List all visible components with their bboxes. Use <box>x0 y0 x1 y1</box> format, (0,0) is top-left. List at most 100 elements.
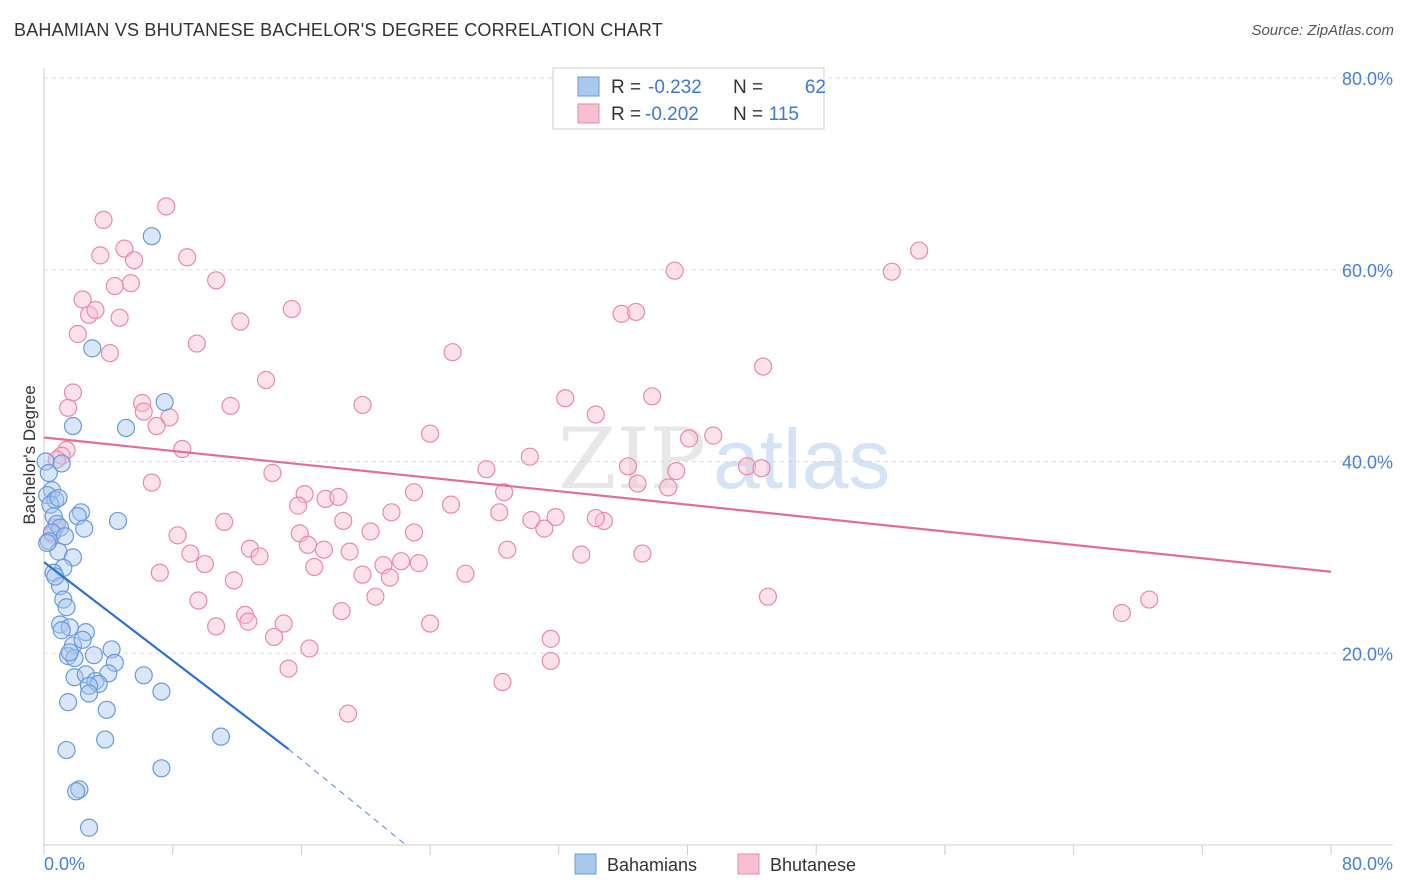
bhutanese-point <box>300 639 319 658</box>
bhutanese-point <box>704 426 723 445</box>
y-tick-label: 60.0% <box>1342 261 1393 281</box>
bhutanese-point <box>289 496 308 515</box>
bhutanese-point <box>231 312 250 331</box>
bahamians-point <box>59 693 78 712</box>
bahamians-point <box>67 782 86 801</box>
bahamians-point <box>116 418 136 438</box>
bhutanese-point <box>752 459 771 478</box>
bahamians-point <box>84 646 103 665</box>
bahamians-point <box>79 818 99 837</box>
bhutanese-point <box>572 545 591 564</box>
bahamians-point <box>73 630 92 649</box>
bhutanese-point <box>207 617 226 636</box>
bhutanese-point <box>279 659 298 678</box>
bahamians-point <box>97 700 116 719</box>
chart-title: BAHAMIAN VS BHUTANESE BACHELOR'S DEGREE … <box>14 20 663 40</box>
bhutanese-point <box>737 457 757 476</box>
bahamians-point <box>52 621 71 640</box>
legend-label-bhutanese: Bhutanese <box>770 855 856 875</box>
bhutanese-point <box>340 542 359 561</box>
bhutanese-point <box>305 557 324 577</box>
bhutanese-trend-line <box>43 436 1332 573</box>
bhutanese-point <box>361 522 380 541</box>
bhutanese-point <box>134 402 153 421</box>
bhutanese-point <box>181 544 200 563</box>
bhutanese-point <box>239 612 258 631</box>
bhutanese-point <box>150 563 169 582</box>
watermark-atlas: atlas <box>713 412 890 506</box>
bahamians-point <box>57 740 76 760</box>
bhutanese-point <box>263 463 282 483</box>
bhutanese-point <box>443 343 462 362</box>
bahamians-trend-line <box>43 561 290 750</box>
bahamians-point <box>39 463 58 483</box>
bhutanese-point <box>626 302 646 322</box>
watermark: ZIP atlas <box>558 410 890 508</box>
legend-label-bahamians: Bahamians <box>607 855 697 875</box>
bhutanese-point <box>477 460 496 479</box>
bhutanese-point <box>57 440 76 460</box>
bhutanese-point <box>282 299 301 319</box>
bahamians-point <box>76 665 95 684</box>
bhutanese-point <box>382 503 401 522</box>
bhutanese-point <box>882 262 901 281</box>
bhutanese-point <box>121 274 140 293</box>
bhutanese-point <box>421 424 440 443</box>
bhutanese-point <box>240 539 260 558</box>
bhutanese-point <box>541 629 560 648</box>
stats-swatch-bhutanese <box>577 103 600 124</box>
bhutanese-point <box>178 248 197 267</box>
bhutanese-point <box>404 523 424 542</box>
bhutanese-point <box>409 554 428 573</box>
bhutanese-point <box>168 526 187 545</box>
bhutanese-point <box>105 276 124 296</box>
stats-r-value-bhutanese: -0.202 <box>645 104 699 125</box>
bhutanese-point <box>338 704 358 723</box>
bhutanese-point <box>173 439 192 459</box>
bhutanese-point <box>147 416 166 436</box>
bhutanese-point <box>73 290 92 309</box>
bhutanese-point <box>157 197 176 216</box>
bahamians-point <box>108 511 128 531</box>
bhutanese-point <box>498 540 517 559</box>
bahamians-point <box>134 666 153 685</box>
bhutanese-point <box>329 487 348 507</box>
bhutanese-point <box>264 627 284 647</box>
bhutanese-point <box>586 405 605 424</box>
legend: Bahamians Bhutanese <box>574 853 856 875</box>
bhutanese-point <box>546 508 565 527</box>
y-tick-labels: 20.0% 40.0% 60.0% 80.0% <box>1342 69 1393 664</box>
stats-box: R = -0.232 N = 62 R = -0.202 N = 115 <box>552 67 826 130</box>
bhutanese-point <box>541 651 560 671</box>
stats-r-label-bahamians: R = <box>611 77 641 98</box>
bahamians-point <box>60 643 79 662</box>
bhutanese-point <box>295 484 314 504</box>
bahamians-point <box>75 519 94 538</box>
bhutanese-point <box>195 554 214 574</box>
bhutanese-point <box>124 251 144 270</box>
y-tick-label: 20.0% <box>1342 644 1393 664</box>
bahamians-point <box>79 676 99 695</box>
stats-n-label-bhutanese: N = <box>733 104 763 125</box>
bahamians-point <box>70 780 89 799</box>
bahamians-point <box>152 759 171 778</box>
bhutanese-point <box>643 387 662 406</box>
bahamians-point <box>211 727 231 746</box>
bhutanese-point <box>110 308 129 327</box>
bahamians-trend-extension <box>288 748 407 846</box>
bhutanese-point <box>256 370 276 390</box>
bhutanese-point <box>628 474 647 493</box>
bhutanese-point <box>421 614 440 633</box>
grid-layer <box>44 77 1393 654</box>
source-label: Source: ZipAtlas.com <box>1251 22 1394 39</box>
bhutanese-point <box>612 304 631 323</box>
bhutanese-point <box>332 601 351 621</box>
bhutanese-point <box>142 473 161 492</box>
bhutanese-point <box>680 429 699 448</box>
bahamians-point <box>57 598 76 617</box>
bhutanese-point <box>758 587 778 606</box>
legend-swatch-bhutanese <box>737 853 760 875</box>
stats-n-label-bahamians: N = <box>733 77 763 98</box>
bahamians-point <box>38 533 57 553</box>
